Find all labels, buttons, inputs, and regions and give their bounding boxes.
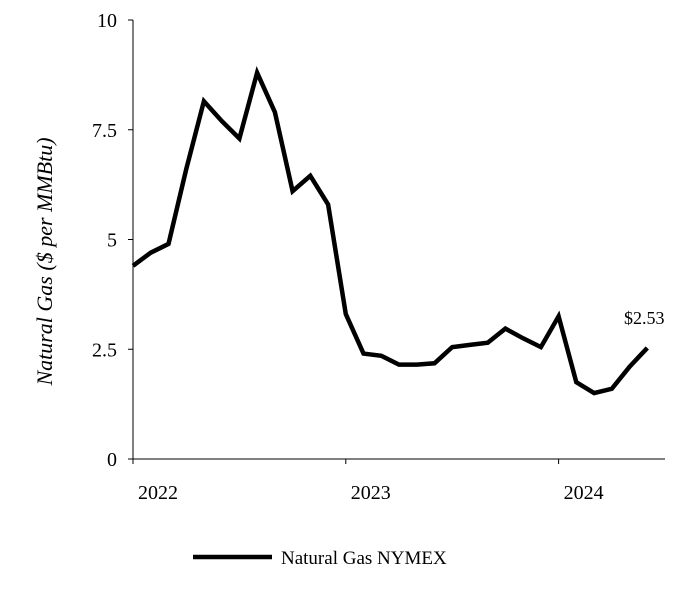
- y-axis-label: Natural Gas ($ per MMBtu): [32, 137, 57, 386]
- series-line: [131, 66, 649, 396]
- y-axis: 0 2.5 5 7.5 10: [92, 10, 134, 471]
- legend: Natural Gas NYMEX: [193, 548, 447, 569]
- y-tick-label: 5: [107, 230, 117, 252]
- legend-label: Natural Gas NYMEX: [281, 548, 447, 569]
- y-tick-label: 2.5: [92, 339, 117, 361]
- y-tick-label: 0: [107, 449, 117, 471]
- x-axis: 2022 2023 2024: [132, 458, 665, 504]
- x-tick-label: 2024: [564, 482, 604, 504]
- x-tick-label: 2022: [138, 482, 178, 504]
- x-tick-label: 2023: [351, 482, 391, 504]
- series-layer: [131, 66, 649, 396]
- y-tick-label: 10: [97, 10, 117, 32]
- last-value-annotation: $2.53: [624, 308, 665, 328]
- y-tick-label: 7.5: [92, 120, 117, 142]
